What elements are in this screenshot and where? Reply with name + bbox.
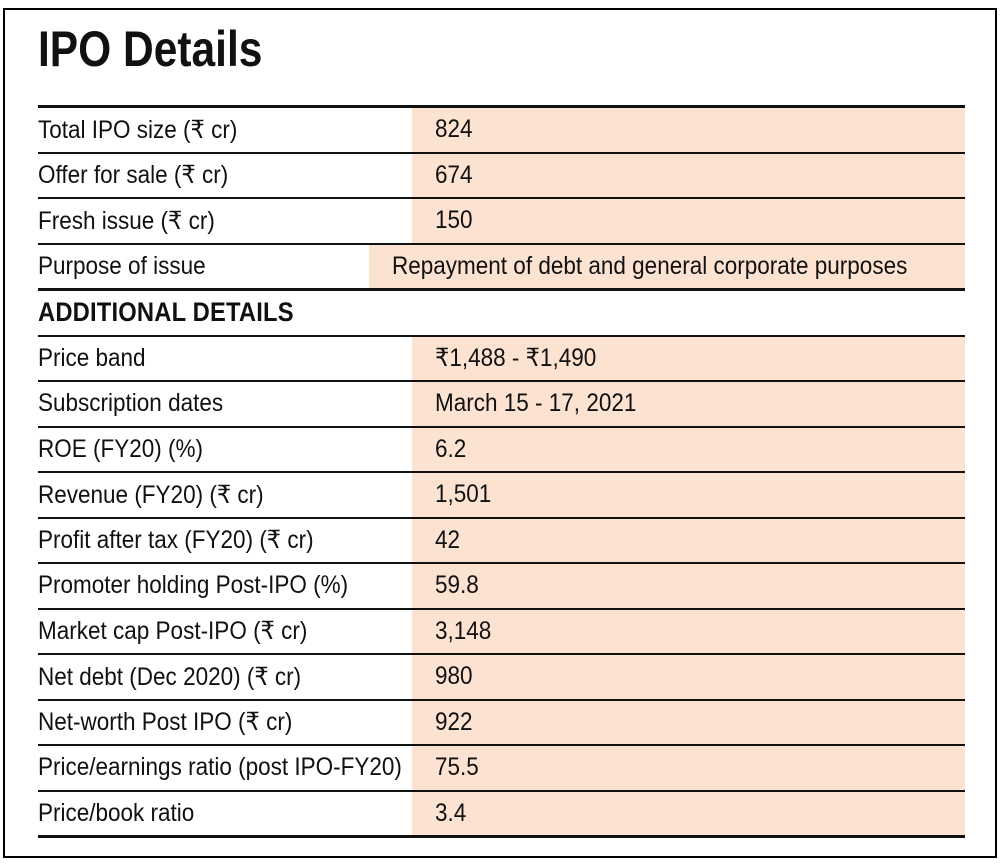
row-value-cell: 3,148 — [412, 609, 965, 653]
row-label-cell: Revenue (FY20) (₹ cr) — [38, 473, 412, 517]
row-value: 3.4 — [435, 798, 467, 827]
table-row: Profit after tax (FY20) (₹ cr) 42 — [38, 516, 965, 562]
row-label: Fresh issue (₹ cr) — [38, 206, 215, 235]
row-value: Repayment of debt and general corporate … — [392, 251, 908, 280]
row-value: 42 — [435, 525, 461, 554]
row-value: 6.2 — [435, 434, 467, 463]
row-label: Net-worth Post IPO (₹ cr) — [38, 708, 293, 737]
row-label-cell: Net-worth Post IPO (₹ cr) — [38, 700, 412, 744]
row-label-cell: Price/book ratio — [38, 791, 412, 835]
table-row: Promoter holding Post-IPO (%) 59.8 — [38, 562, 965, 608]
row-label: Total IPO size (₹ cr) — [38, 115, 238, 144]
row-label: Offer for sale (₹ cr) — [38, 161, 229, 190]
row-value: 150 — [435, 206, 473, 235]
section-header-row: ADDITIONAL DETAILS — [38, 288, 965, 335]
table-row: Purpose of issue Repayment of debt and g… — [38, 242, 965, 288]
table-row: Offer for sale (₹ cr) 674 — [38, 151, 965, 197]
row-value: 1,501 — [435, 480, 492, 509]
table-row: Net-worth Post IPO (₹ cr) 922 — [38, 698, 965, 744]
row-value-cell: 3.4 — [412, 791, 965, 835]
row-label: Profit after tax (FY20) (₹ cr) — [38, 526, 314, 555]
row-value-cell: 42 — [412, 518, 965, 562]
row-value-cell: 922 — [412, 700, 965, 744]
infographic-frame: IPO Details Total IPO size (₹ cr) 824 Of… — [3, 8, 997, 858]
row-value-cell: Repayment of debt and general corporate … — [369, 244, 965, 288]
row-label: Promoter holding Post-IPO (%) — [38, 571, 349, 600]
row-value: 3,148 — [435, 616, 492, 645]
row-value-cell: ₹1,488 - ₹1,490 — [412, 336, 965, 380]
row-label: Price/earnings ratio (post IPO-FY20) — [38, 753, 402, 782]
row-label-cell: Net debt (Dec 2020) (₹ cr) — [38, 655, 412, 699]
row-label: Net debt (Dec 2020) (₹ cr) — [38, 662, 302, 691]
table-row: ROE (FY20) (%) 6.2 — [38, 425, 965, 471]
row-value: March 15 - 17, 2021 — [435, 389, 637, 418]
section-header: ADDITIONAL DETAILS — [38, 297, 294, 328]
row-label-cell: Purpose of issue — [38, 244, 370, 288]
table-row: Price/book ratio 3.4 — [38, 789, 965, 835]
row-label: Revenue (FY20) (₹ cr) — [38, 480, 264, 509]
row-label-cell: Promoter holding Post-IPO (%) — [38, 564, 412, 608]
row-label-cell: Price band — [38, 336, 412, 380]
table-row: Fresh issue (₹ cr) 150 — [38, 197, 965, 243]
row-value: 59.8 — [435, 571, 479, 600]
row-value-cell: 824 — [412, 108, 965, 152]
row-value: 824 — [435, 115, 473, 144]
section-header-cell: ADDITIONAL DETAILS — [38, 291, 965, 335]
row-value-cell: 674 — [412, 153, 965, 197]
table-row: Subscription dates March 15 - 17, 2021 — [38, 380, 965, 426]
table-row: Market cap Post-IPO (₹ cr) 3,148 — [38, 607, 965, 653]
row-label: Purpose of issue — [38, 251, 206, 280]
row-label: Subscription dates — [38, 389, 224, 418]
row-label: ROE (FY20) (%) — [38, 434, 204, 463]
row-label-cell: ROE (FY20) (%) — [38, 427, 412, 471]
row-value-cell: 6.2 — [412, 427, 965, 471]
row-value-cell: 75.5 — [412, 746, 965, 790]
page-title: IPO Details — [38, 22, 302, 77]
page-title-text: IPO Details — [38, 21, 263, 77]
ipo-details-table: Total IPO size (₹ cr) 824 Offer for sale… — [38, 105, 965, 838]
row-value-cell: 1,501 — [412, 473, 965, 517]
row-value: 980 — [435, 662, 473, 691]
row-value: 674 — [435, 160, 473, 189]
row-label-cell: Price/earnings ratio (post IPO-FY20) — [38, 746, 412, 790]
row-label-cell: Profit after tax (FY20) (₹ cr) — [38, 518, 412, 562]
table-row: Total IPO size (₹ cr) 824 — [38, 108, 965, 152]
row-value-cell: 59.8 — [412, 564, 965, 608]
row-value-cell: 980 — [412, 655, 965, 699]
row-value: 922 — [435, 707, 473, 736]
table-row: Net debt (Dec 2020) (₹ cr) 980 — [38, 653, 965, 699]
row-label: Price/book ratio — [38, 798, 195, 827]
table-row: Price/earnings ratio (post IPO-FY20) 75.… — [38, 744, 965, 790]
row-label-cell: Total IPO size (₹ cr) — [38, 108, 412, 152]
row-label-cell: Offer for sale (₹ cr) — [38, 153, 412, 197]
row-label: Price band — [38, 343, 146, 372]
row-label-cell: Fresh issue (₹ cr) — [38, 199, 412, 243]
row-value-cell: March 15 - 17, 2021 — [412, 382, 965, 426]
table-row: Revenue (FY20) (₹ cr) 1,501 — [38, 471, 965, 517]
row-value: 75.5 — [435, 753, 479, 782]
table-row: Price band ₹1,488 - ₹1,490 — [38, 334, 965, 380]
row-value-cell: 150 — [412, 199, 965, 243]
row-label-cell: Subscription dates — [38, 382, 412, 426]
row-label: Market cap Post-IPO (₹ cr) — [38, 617, 308, 646]
row-label-cell: Market cap Post-IPO (₹ cr) — [38, 609, 412, 653]
row-value: ₹1,488 - ₹1,490 — [435, 344, 597, 373]
